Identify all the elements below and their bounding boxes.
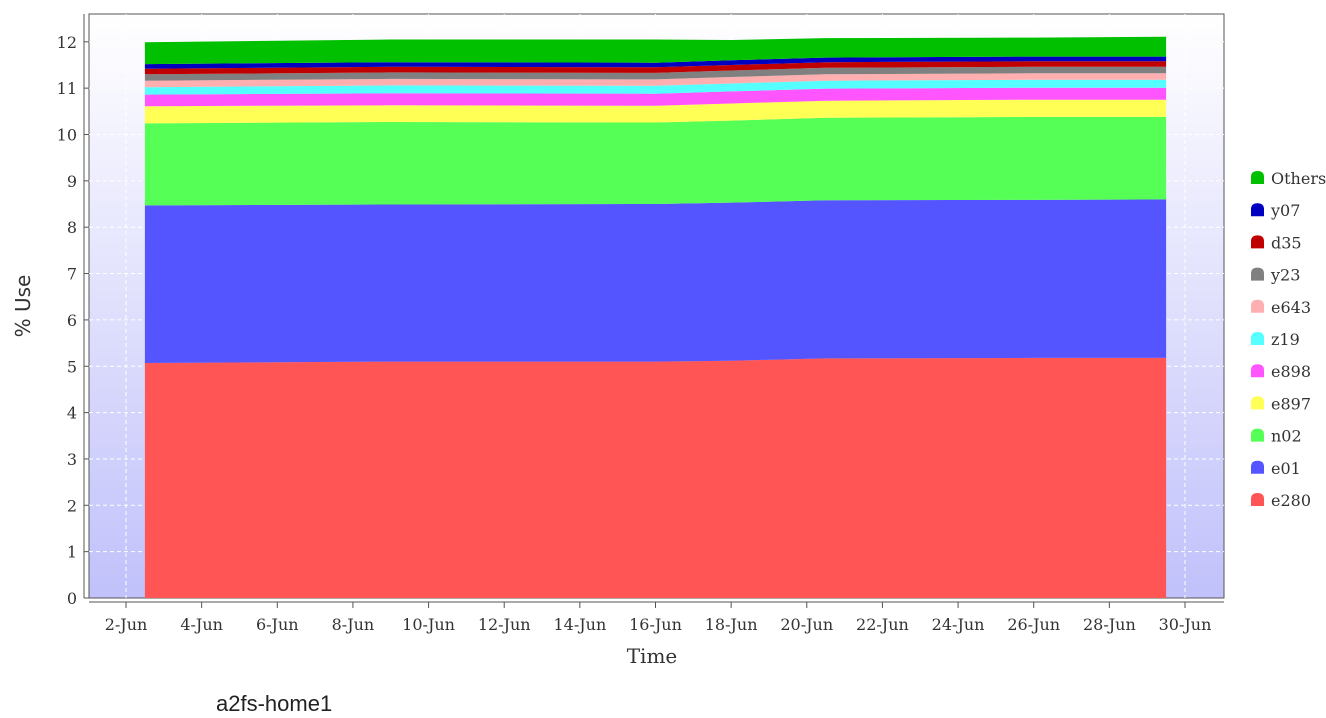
x-tick-label: 18-Jun: [705, 615, 758, 634]
y-axis-title: % Use: [11, 275, 35, 338]
area-series-e01: [144, 199, 1167, 363]
y-tick-label: 1: [67, 543, 77, 562]
y-tick-label: 6: [67, 311, 77, 330]
area-series-z19: [144, 79, 1167, 95]
legend-label: e01: [1271, 459, 1301, 478]
legend-label: Others: [1271, 169, 1326, 188]
legend-label: y23: [1270, 266, 1300, 285]
legend-label: n02: [1271, 427, 1302, 446]
legend-item-n02: n02: [1251, 427, 1302, 446]
x-tick-label: 26-Jun: [1007, 615, 1060, 634]
x-axis-title: Time: [627, 644, 678, 668]
x-tick-label: 6-Jun: [256, 615, 299, 634]
y-tick-label: 9: [67, 172, 77, 191]
legend-item-e643: e643: [1251, 298, 1311, 317]
legend-item-z19: z19: [1251, 330, 1300, 349]
legend-item-e897: e897: [1251, 394, 1311, 413]
chart-caption: a2fs-home1: [216, 691, 333, 716]
x-tick-label: 8-Jun: [332, 615, 375, 634]
legend-swatch: [1251, 428, 1264, 442]
legend-swatch: [1251, 267, 1264, 281]
y-tick-label: 5: [67, 357, 77, 376]
y-tick-label: 4: [67, 404, 77, 423]
legend-item-y23: y23: [1251, 266, 1300, 285]
area-series-y07: [144, 56, 1167, 69]
area-series-n02: [144, 116, 1167, 206]
x-tick-label: 24-Jun: [932, 615, 985, 634]
legend-label: e643: [1271, 298, 1311, 317]
y-tick-label: 0: [67, 589, 77, 608]
x-tick-label: 2-Jun: [105, 615, 148, 634]
area-series-layer: [144, 36, 1167, 598]
legend-item-e01: e01: [1251, 459, 1301, 478]
x-tick-label: 10-Jun: [402, 615, 455, 634]
legend-label: y07: [1270, 201, 1300, 220]
legend-label: d35: [1271, 233, 1302, 252]
area-series-e898: [144, 87, 1167, 107]
legend-item-y07: y07: [1251, 201, 1300, 220]
legend-label: z19: [1271, 330, 1300, 349]
x-tick-label: 20-Jun: [780, 615, 833, 634]
legend-label: e280: [1271, 491, 1311, 510]
y-tick-label: 10: [57, 126, 77, 145]
legend-swatch: [1251, 364, 1264, 378]
x-tick-label: 30-Jun: [1159, 615, 1212, 634]
legend-swatch: [1251, 332, 1264, 345]
area-series-y23: [144, 66, 1167, 81]
y-tick-label: 7: [67, 265, 77, 284]
area-series-e643: [144, 73, 1167, 88]
legend-label: e897: [1271, 394, 1311, 413]
area-series-e897: [144, 99, 1167, 124]
legend-swatch: [1251, 460, 1264, 474]
area-series-Others: [144, 36, 1167, 65]
legend-swatch: [1251, 235, 1264, 249]
y-tick-label: 3: [67, 450, 77, 469]
legend-item-e898: e898: [1251, 362, 1311, 381]
y-tick-label: 8: [67, 218, 77, 237]
y-tick-label: 12: [57, 33, 77, 52]
x-tick-label: 16-Jun: [629, 615, 682, 634]
x-tick-label: 22-Jun: [856, 615, 909, 634]
legend: Others y07 d35 y23 e643 z19 e898 e897 n02 e01 e280: [1251, 169, 1326, 510]
x-tick-label: 28-Jun: [1083, 615, 1136, 634]
area-series-d35: [144, 61, 1167, 75]
legend-item-d35: d35: [1251, 233, 1302, 252]
legend-item-e280: e280: [1251, 491, 1311, 510]
legend-item-Others: Others: [1251, 169, 1326, 188]
x-tick-label: 4-Jun: [180, 615, 223, 634]
legend-label: e898: [1271, 362, 1311, 381]
x-tick-label: 12-Jun: [478, 615, 531, 634]
y-tick-label: 11: [57, 79, 77, 98]
area-series-e280: [144, 357, 1167, 598]
legend-swatch: [1251, 493, 1264, 506]
x-tick-label: 14-Jun: [553, 615, 606, 634]
legend-swatch: [1251, 171, 1264, 184]
legend-swatch: [1251, 203, 1264, 217]
legend-swatch: [1251, 299, 1264, 313]
y-tick-label: 2: [67, 496, 77, 515]
legend-swatch: [1251, 396, 1264, 410]
